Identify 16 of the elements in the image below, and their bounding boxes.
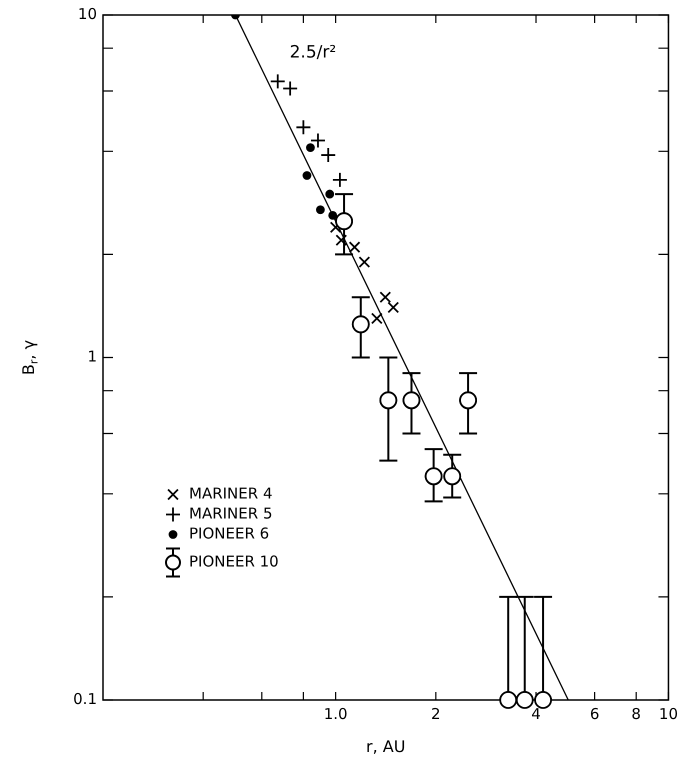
legend-label: MARINER 5: [189, 504, 272, 522]
y-tick-label: 0.1: [73, 690, 97, 708]
legend-label: PIONEER 6: [189, 524, 270, 542]
legend-label: PIONEER 10: [189, 552, 279, 570]
x-tick-label: 4: [531, 704, 541, 723]
x-tick-label: 6: [590, 704, 600, 723]
x-tick-label: 1.0: [324, 704, 348, 723]
x-tick-label: 8: [631, 704, 641, 723]
y-axis-title: Br, γ: [19, 340, 41, 376]
x-tick-label: 2: [431, 704, 441, 723]
annotation: 2.5/r²: [290, 42, 336, 62]
y-tick-label: 1: [87, 347, 97, 366]
y-tick-label: 10: [78, 4, 97, 23]
legend-label: MARINER 4: [189, 484, 272, 502]
x-tick-label: 10: [658, 704, 678, 723]
x-axis-title: r, AU: [366, 737, 406, 756]
